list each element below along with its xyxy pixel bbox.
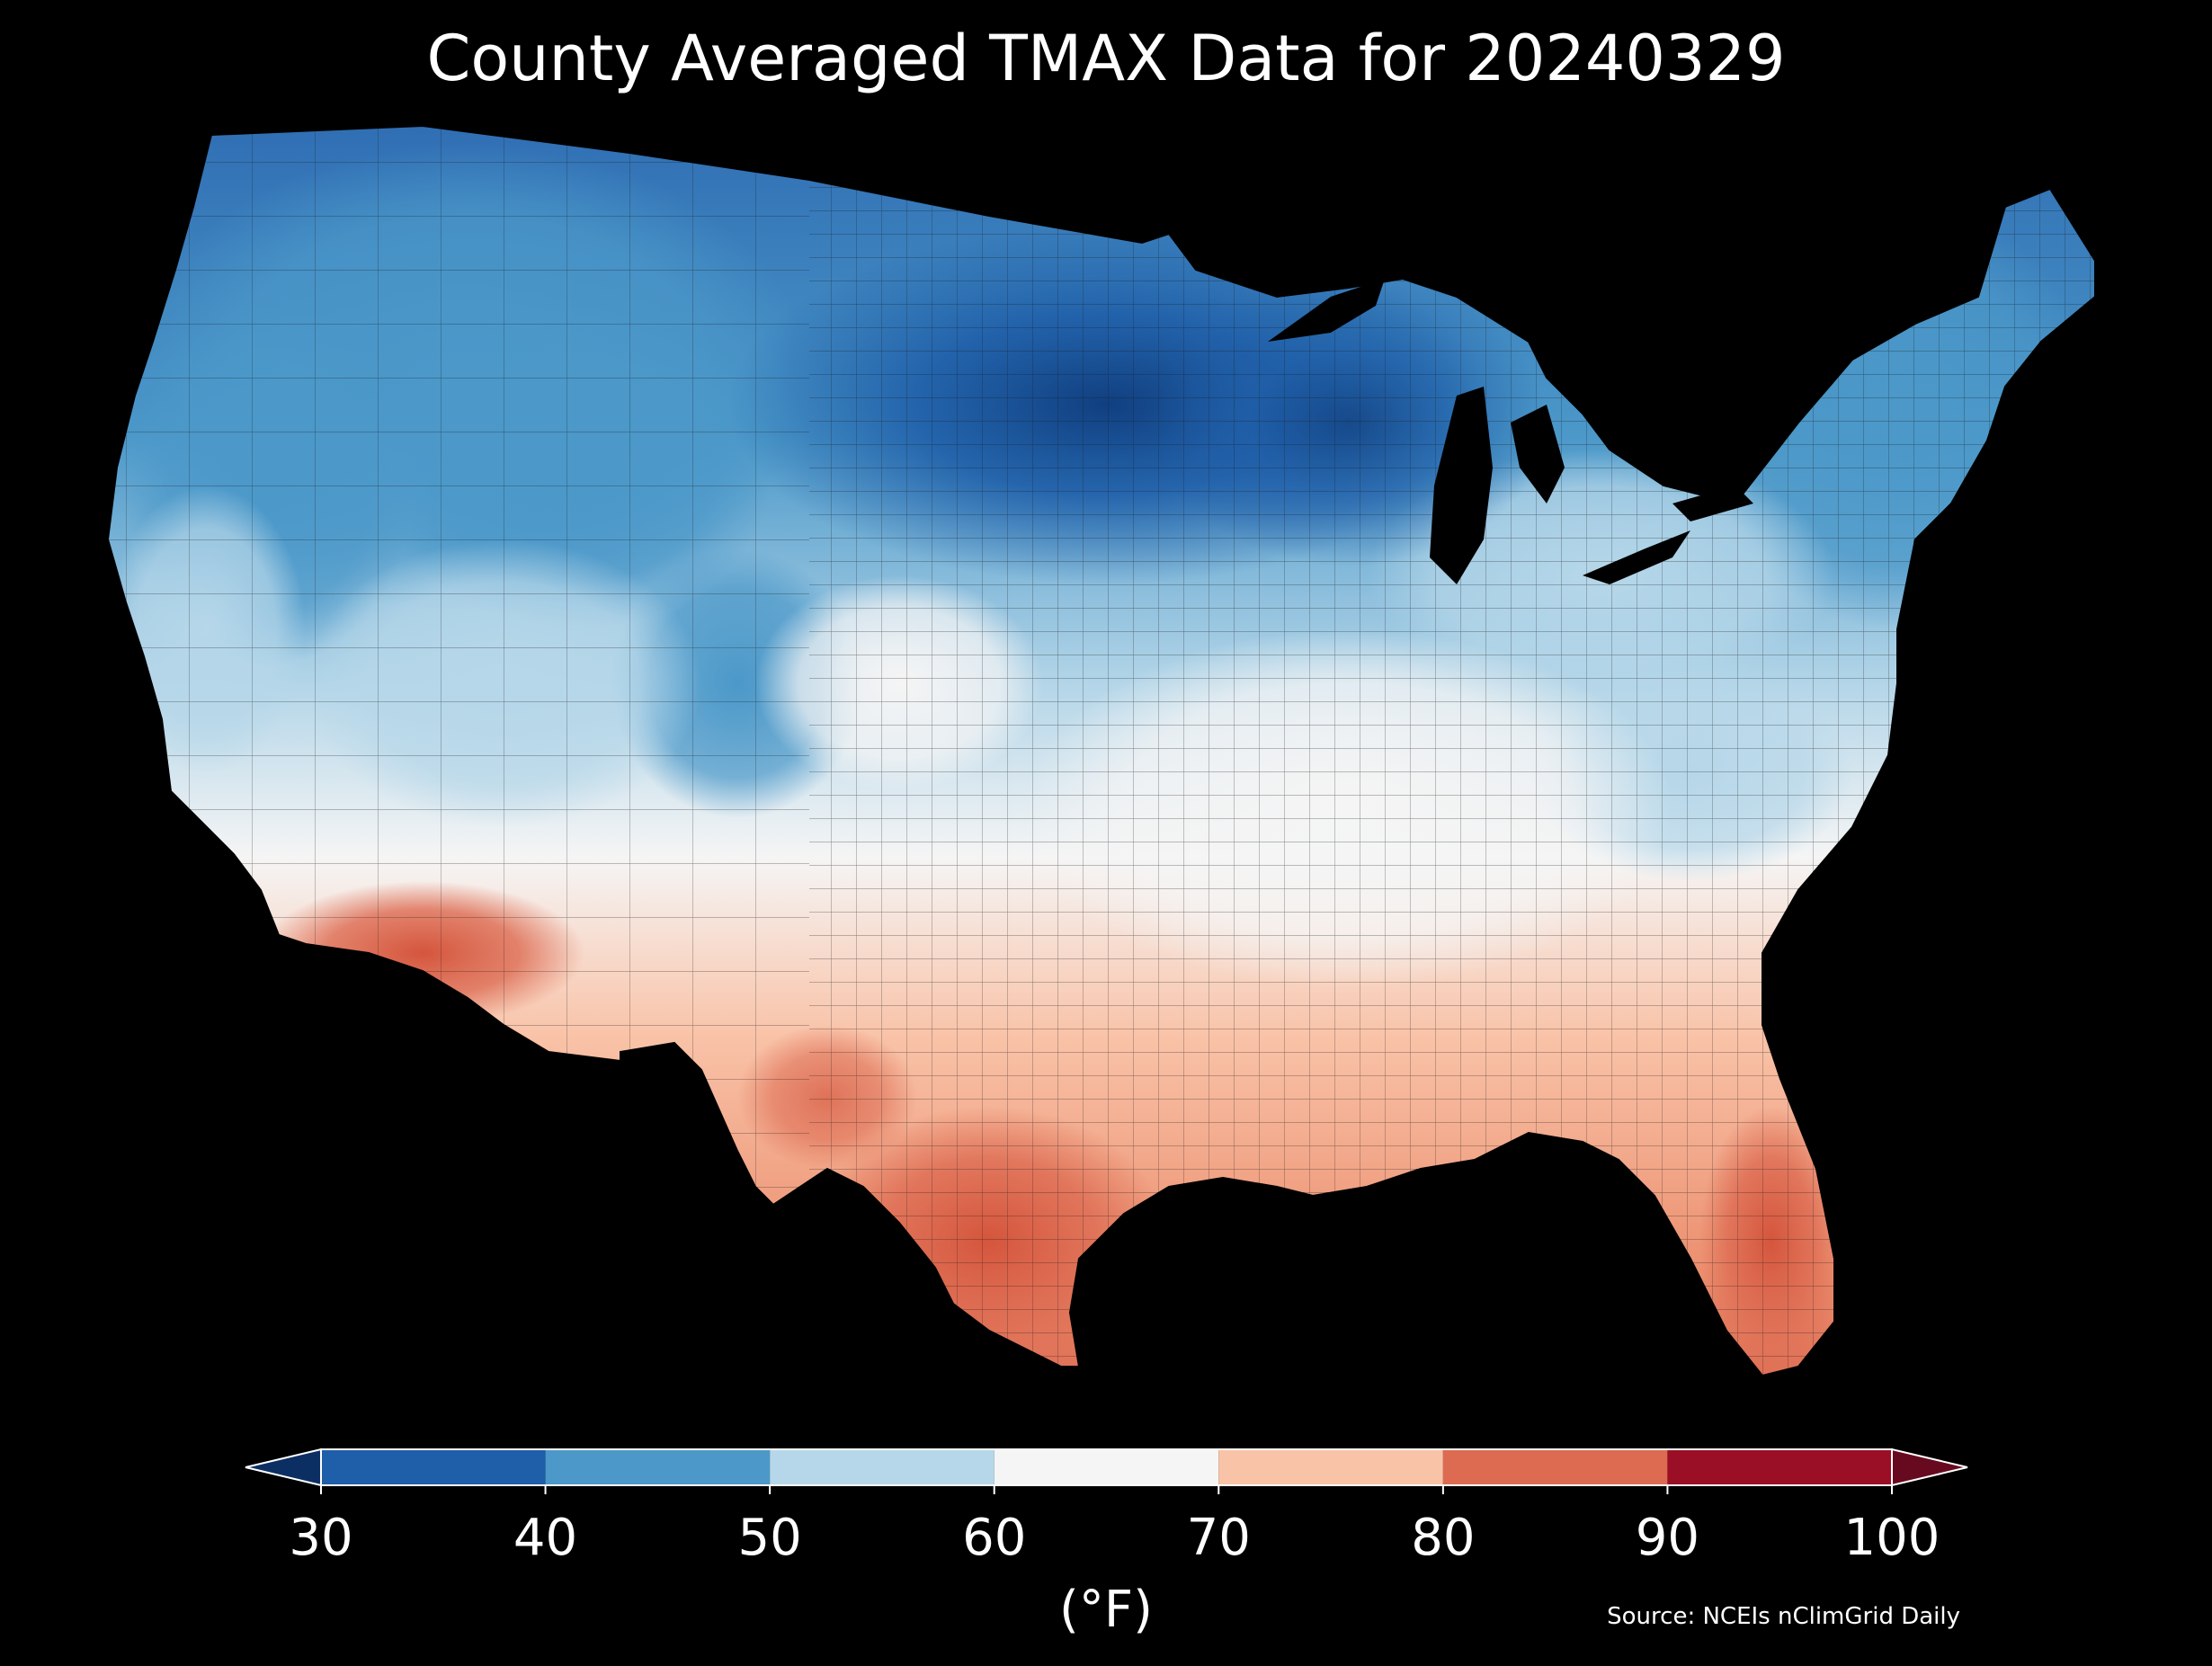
us-outline — [106, 124, 2096, 1377]
source-credit: Source: NCEIs nClimGrid Daily — [1607, 1603, 1960, 1630]
colorbar-bin-50-60 — [770, 1449, 995, 1485]
colorbar-tick-label-70: 70 — [1186, 1509, 1251, 1567]
colorbar-tick-label-50: 50 — [737, 1509, 802, 1567]
colorbar-over-triangle — [1891, 1448, 1968, 1487]
great-lakes — [1268, 279, 1753, 584]
colorbar-tick-label-90: 90 — [1635, 1509, 1700, 1567]
colorbar-bin-80-90 — [1442, 1449, 1668, 1485]
colorbar-bin-30-40 — [321, 1449, 546, 1485]
colorbar-tick-label-60: 60 — [962, 1509, 1027, 1567]
colorbar-bin-40-50 — [545, 1449, 771, 1485]
map-title: County Averaged TMAX Data for 20240329 — [426, 22, 1786, 95]
colorbar-bin-60-70 — [994, 1449, 1219, 1485]
colorbar-tick-label-30: 30 — [289, 1509, 353, 1567]
colorbar-tick-label-100: 100 — [1843, 1509, 1940, 1567]
colorbar-bin-90-100 — [1667, 1449, 1892, 1485]
colorbar-bin-70-80 — [1218, 1449, 1443, 1485]
colorbar-unit-label: (°F) — [1059, 1581, 1153, 1639]
colorbar-tick-label-40: 40 — [513, 1509, 578, 1567]
colorbar-under-triangle — [245, 1448, 322, 1487]
colorbar-frame — [320, 1448, 1893, 1486]
colorbar-tick-label-80: 80 — [1411, 1509, 1476, 1567]
